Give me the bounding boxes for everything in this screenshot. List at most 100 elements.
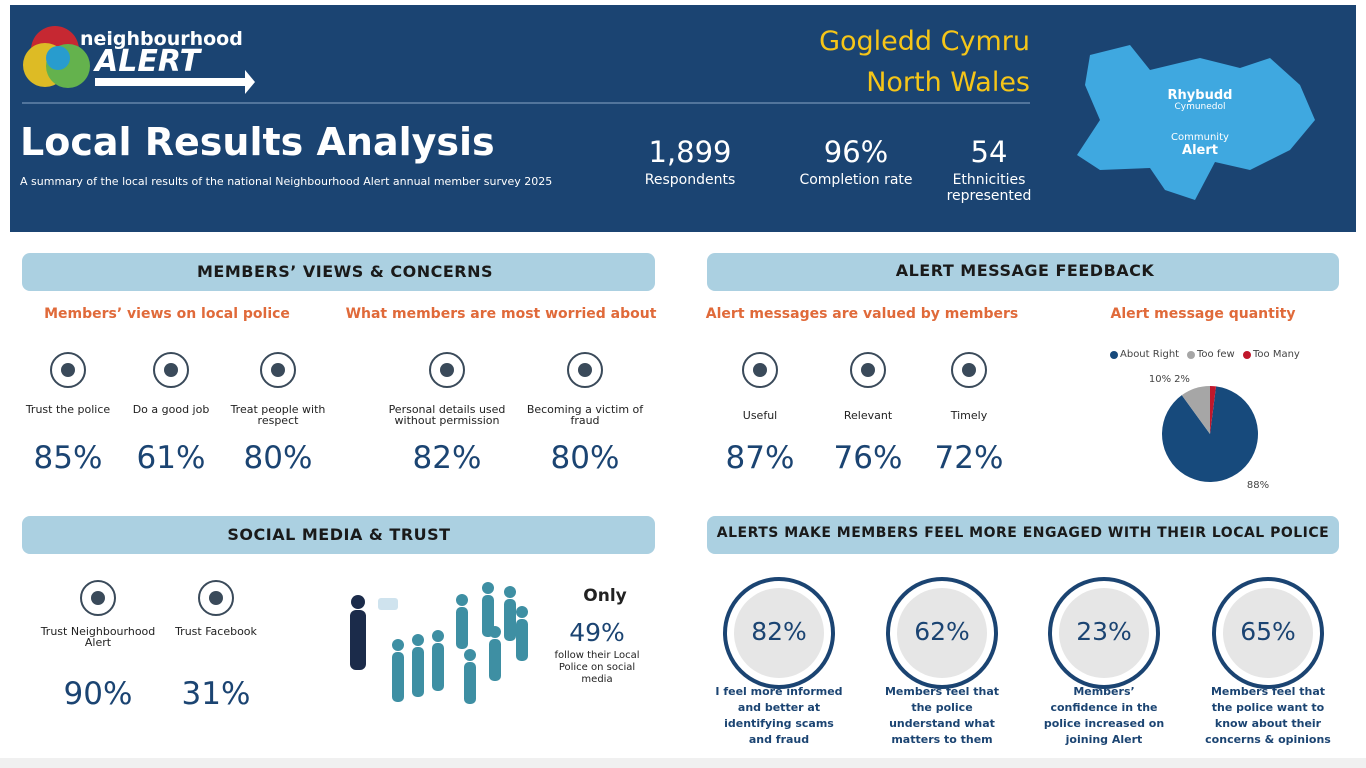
icon (861, 363, 875, 377)
item-label: Trust Facebook (175, 625, 257, 638)
logo-arrow (95, 70, 255, 94)
legend-label: Too Many (1253, 349, 1300, 360)
engaged-disc (1223, 588, 1313, 678)
subheading: Alert message quantity (1110, 306, 1296, 322)
legend-swatch (1110, 351, 1118, 359)
map-badge-text: Rhybudd (1167, 88, 1233, 103)
pie-slice (1210, 386, 1217, 434)
subheading: Alert messages are valued by members (705, 306, 1019, 322)
item-value: 72% (934, 440, 1004, 476)
icon (742, 352, 778, 388)
section-banner (22, 516, 655, 554)
legend-swatch (1243, 351, 1251, 359)
pie-slice (1161, 386, 1258, 483)
engaged-text: Members’ confidence in the police increa… (1043, 685, 1165, 746)
engaged-value: 23% (1076, 617, 1132, 646)
map-badge-text: Alert (1182, 143, 1218, 158)
region-map (1077, 45, 1315, 200)
item-label: Do a good job (132, 403, 210, 416)
section-banner (22, 253, 655, 291)
engaged-disc (1059, 588, 1149, 678)
legend-label: Too few (1197, 349, 1235, 360)
stat-label: Ethnicities represented (946, 172, 1032, 204)
item-value: 87% (725, 440, 795, 476)
follow-value: 49% (569, 618, 625, 647)
region-name: North Wales (866, 67, 1030, 98)
engaged-text: Members feel that the police understand … (884, 685, 1000, 746)
pie-label: 88% (1246, 480, 1270, 491)
follow-lead: Only (583, 586, 627, 606)
icon (91, 591, 105, 605)
page-subtitle: A summary of the local results of the na… (20, 175, 553, 188)
icon (260, 352, 296, 388)
legend-label: About Right (1120, 349, 1180, 360)
item-label: Trust Neighbourhood Alert (40, 625, 156, 649)
item-value: 61% (136, 440, 206, 476)
item-value: 90% (63, 676, 133, 712)
item-value: 76% (833, 440, 903, 476)
icon (753, 363, 767, 377)
pie-label: 10% (1148, 374, 1172, 385)
stat-value: 96% (823, 135, 889, 169)
icon (50, 352, 86, 388)
icon (61, 363, 75, 377)
item-label: Timely (950, 409, 988, 422)
item-value: 80% (243, 440, 313, 476)
subheading: What members are most worried about (345, 306, 657, 322)
icon (209, 591, 223, 605)
item-value: 31% (181, 676, 251, 712)
item-label: Useful (742, 409, 778, 422)
section-title: MEMBERS’ VIEWS & CONCERNS (196, 262, 494, 281)
follow-text: follow their Local Police on social medi… (554, 650, 640, 685)
item-label: Treat people with respect (230, 403, 326, 427)
item-label: Relevant (843, 409, 893, 422)
icon (80, 580, 116, 616)
icon (962, 363, 976, 377)
engaged-value: 62% (914, 617, 970, 646)
region-name: Gogledd Cymru (819, 26, 1030, 57)
logo-text: neighbourhood (80, 28, 243, 50)
item-value: 82% (412, 440, 482, 476)
footer-strip (0, 758, 1366, 768)
logo-text: ALERT (95, 44, 201, 79)
item-value: 80% (550, 440, 620, 476)
stat-value: 54 (970, 135, 1008, 169)
subheading: Members’ views on local police (44, 306, 290, 322)
map-badge-text: Community (1171, 132, 1229, 143)
section-banner (707, 516, 1339, 554)
pie-label: 2% (1174, 374, 1190, 385)
icon (429, 352, 465, 388)
stat-label: Completion rate (799, 172, 913, 188)
section-title: ALERTS MAKE MEMBERS FEEL MORE ENGAGED WI… (716, 525, 1330, 541)
icon (271, 363, 285, 377)
map-badge-text: Cymunedol (1174, 102, 1226, 112)
pie-slice (1181, 386, 1210, 434)
page-title: Local Results Analysis (20, 120, 495, 164)
engaged-disc (897, 588, 987, 678)
item-label: Personal details used without permission (388, 403, 506, 427)
engaged-value: 65% (1240, 617, 1296, 646)
icon (578, 363, 592, 377)
item-value: 85% (33, 440, 103, 476)
icon (567, 352, 603, 388)
engaged-disc (734, 588, 824, 678)
section-banner (707, 253, 1339, 291)
engaged-text: I feel more informed and better at ident… (715, 685, 843, 746)
icon (198, 580, 234, 616)
stat-label: Respondents (644, 172, 736, 188)
engaged-value: 82% (751, 617, 807, 646)
engaged-text: Members feel that the police want to kno… (1205, 685, 1331, 746)
section-title: ALERT MESSAGE FEEDBACK (895, 261, 1155, 280)
icon (164, 363, 178, 377)
item-label: Becoming a victim of fraud (526, 403, 644, 427)
icon (850, 352, 886, 388)
logo-mark (23, 26, 90, 88)
icon (440, 363, 454, 377)
icon (951, 352, 987, 388)
stat-value: 1,899 (648, 135, 732, 169)
section-title: SOCIAL MEDIA & TRUST (227, 525, 451, 544)
icon (153, 352, 189, 388)
item-label: Trust the police (25, 403, 111, 416)
